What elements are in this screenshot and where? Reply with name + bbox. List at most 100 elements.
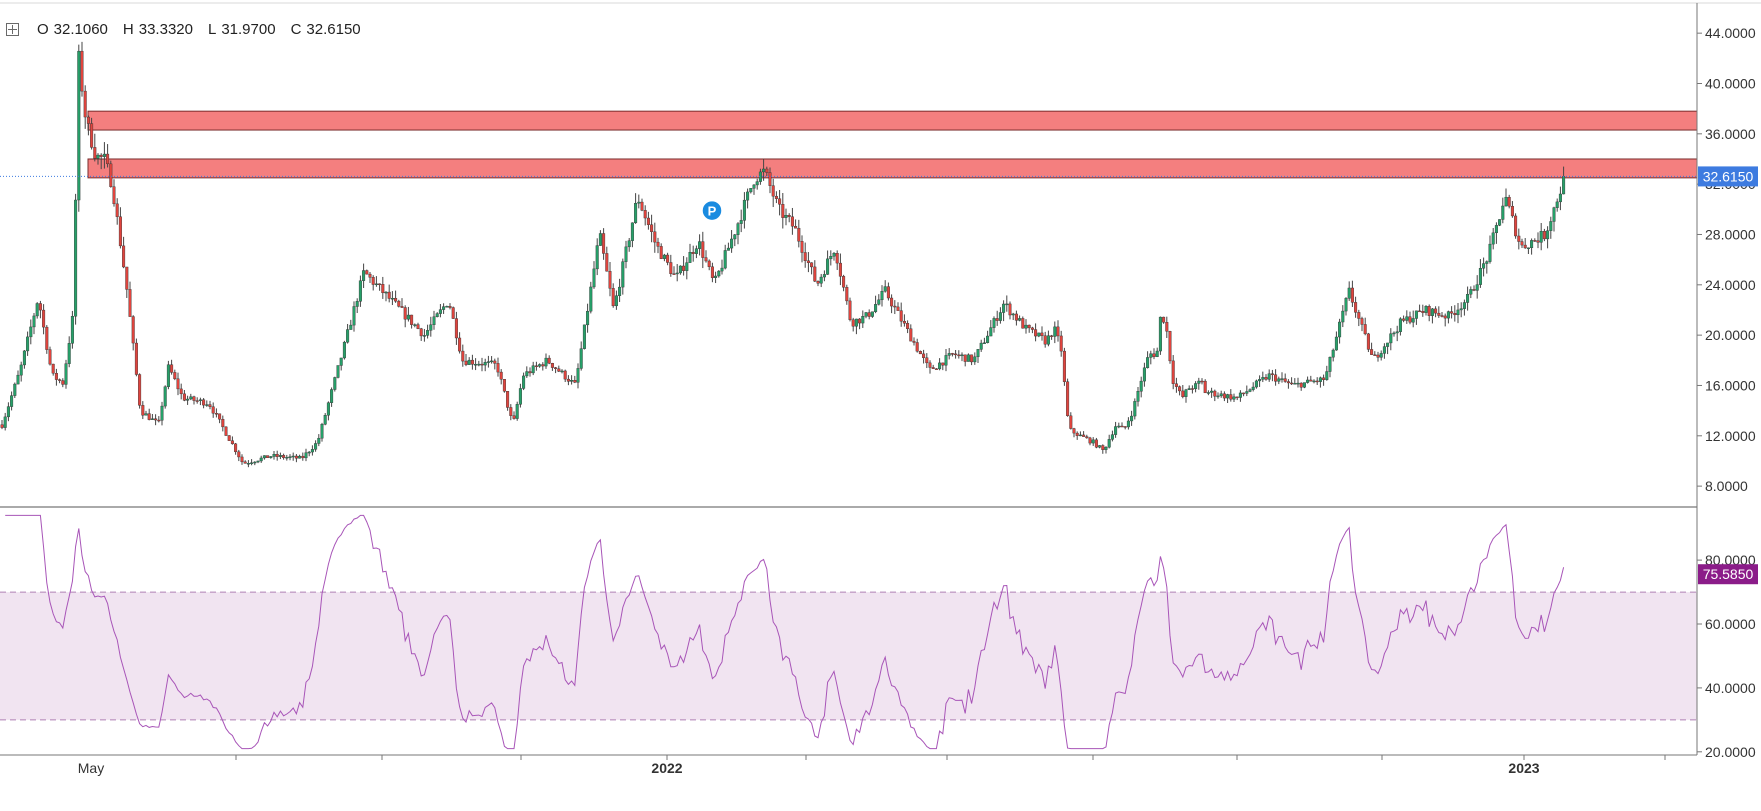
candle-body	[1136, 391, 1140, 402]
candle-body	[1459, 308, 1463, 311]
candle-body	[301, 455, 305, 459]
candle	[1101, 444, 1105, 454]
candle	[1459, 302, 1463, 318]
candle	[6, 402, 10, 422]
candle	[1338, 318, 1342, 344]
candle-body	[314, 443, 318, 450]
pin-label: P	[708, 204, 717, 219]
candle	[899, 302, 903, 327]
candle-body	[893, 305, 897, 308]
candle-body	[832, 253, 836, 257]
candle-body	[1171, 360, 1175, 384]
candle	[320, 422, 324, 442]
time-label: 2022	[651, 760, 682, 776]
candle	[64, 359, 68, 389]
candle	[928, 360, 932, 374]
candle	[346, 323, 350, 344]
candle	[518, 383, 522, 408]
candle-body	[976, 349, 980, 358]
candle	[586, 303, 590, 333]
price-pane[interactable]: P	[0, 41, 1698, 468]
rsi-pane[interactable]	[0, 514, 1697, 750]
candle-body	[1174, 383, 1178, 387]
candle-body	[234, 443, 238, 453]
candle	[1363, 317, 1367, 336]
candle	[1334, 331, 1338, 351]
candle	[13, 382, 17, 398]
candle-body	[1104, 446, 1108, 450]
candle-body	[54, 373, 58, 380]
candle	[1430, 308, 1434, 324]
candle	[733, 233, 737, 247]
candle-body	[925, 357, 929, 364]
candle-body	[573, 380, 577, 383]
candle	[202, 398, 206, 409]
candle	[1507, 194, 1511, 209]
rsi-tick-label: 20.0000	[1705, 744, 1756, 760]
candle	[829, 250, 833, 266]
price-tick-label: 44.0000	[1705, 25, 1756, 41]
candle-body	[685, 262, 689, 271]
candle-body	[150, 418, 154, 420]
candle	[995, 310, 999, 326]
candle-body	[1446, 311, 1450, 319]
candle	[963, 354, 967, 367]
candle	[32, 313, 36, 335]
candle-body	[336, 365, 340, 378]
resistance-zone[interactable]	[87, 158, 1698, 179]
candle-body	[851, 319, 855, 327]
candle-body	[70, 316, 74, 344]
candle-body	[1440, 315, 1444, 317]
expand-legend-icon[interactable]	[6, 22, 19, 36]
candle	[1142, 362, 1146, 387]
candle	[451, 306, 455, 319]
candle-body	[845, 287, 849, 302]
candle	[870, 311, 874, 318]
pin-marker[interactable]	[701, 199, 723, 222]
candle	[957, 350, 961, 359]
candle	[74, 193, 78, 325]
candle	[83, 85, 87, 129]
candle	[822, 270, 826, 282]
candle-body	[1494, 225, 1498, 234]
candle	[643, 205, 647, 226]
candle	[109, 160, 113, 188]
candle-body	[272, 454, 276, 457]
candle-body	[378, 283, 382, 286]
candle-body	[694, 248, 698, 254]
candle	[874, 295, 878, 314]
candle	[336, 365, 340, 379]
candle	[317, 434, 321, 447]
candle	[579, 341, 583, 371]
candle	[653, 222, 657, 253]
candle-body	[1424, 306, 1428, 313]
candle-body	[138, 374, 142, 406]
candle-body	[691, 252, 695, 254]
candle-body	[240, 456, 244, 463]
resistance-zone[interactable]	[87, 110, 1698, 131]
candle-body	[237, 451, 241, 458]
candle-body	[1008, 303, 1012, 316]
candle	[1350, 280, 1354, 307]
candle	[96, 153, 100, 165]
candle-body	[339, 357, 343, 366]
candle	[362, 263, 366, 288]
candle	[835, 250, 839, 270]
candle	[1261, 371, 1265, 383]
candle-body	[1539, 231, 1543, 243]
candle-body	[1206, 392, 1210, 394]
candle-body	[278, 455, 282, 457]
candle-body	[1216, 395, 1220, 398]
candle	[1229, 389, 1233, 402]
candle-body	[1101, 445, 1105, 450]
candle	[1091, 437, 1095, 446]
candle-body	[1402, 318, 1406, 321]
candle-body	[960, 354, 964, 357]
candle	[934, 368, 938, 370]
candle-body	[1168, 331, 1172, 362]
candle	[854, 318, 858, 335]
candle	[365, 269, 369, 275]
candle	[726, 242, 730, 251]
candle-body	[1235, 396, 1239, 399]
